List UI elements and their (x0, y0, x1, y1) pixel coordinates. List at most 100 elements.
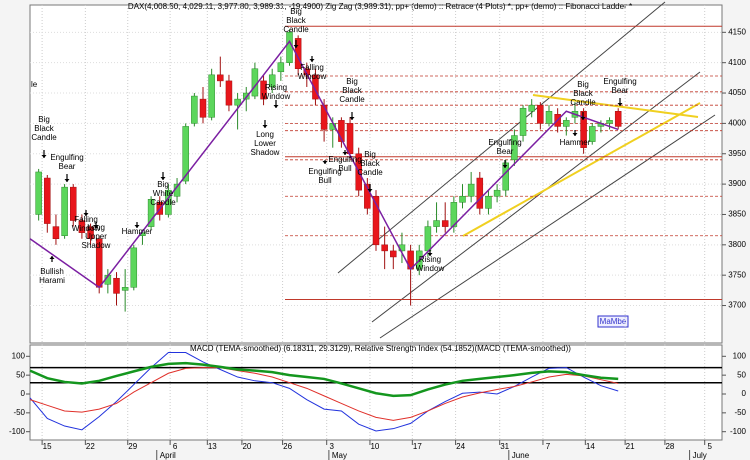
annotation-arrowhead (273, 105, 279, 108)
annotation-arrowhead (49, 256, 55, 259)
candle-body (217, 74, 224, 82)
candle-body (424, 226, 432, 252)
annotation-arrowhead (309, 59, 315, 62)
candle-body (35, 171, 42, 215)
candle-body (260, 80, 267, 100)
annotation: Hammer (560, 138, 591, 147)
x-tick-label: 22 (86, 442, 95, 451)
annotation: Engulfing (308, 167, 341, 176)
candle-body (87, 226, 94, 240)
annotation: Big (364, 150, 376, 159)
candle-body (147, 199, 155, 227)
y-tick-label: 3800 (728, 240, 746, 249)
candle-body (563, 120, 570, 127)
annotation: Bear (612, 86, 629, 95)
annotation: Black (573, 89, 594, 98)
candle-body (589, 126, 596, 142)
annotation: Rising (419, 255, 441, 264)
y-tick-label: 3700 (728, 301, 746, 310)
chart-title: DAX(4,008.50, 4,029.11, 3,977.80, 3,989.… (128, 2, 632, 11)
candle-body (346, 123, 354, 155)
annotation: Harami (39, 276, 65, 285)
annotation-arrowhead (617, 103, 623, 106)
x-tick-label: 26 (283, 442, 292, 451)
candle-body (225, 80, 233, 106)
x-tick-label: 6 (173, 442, 178, 451)
annotation: Window (262, 92, 291, 101)
candle-body (580, 111, 587, 148)
annotation-arrowhead (502, 165, 508, 168)
candle-body (614, 111, 622, 127)
candle-body (372, 196, 380, 246)
annotation: Engulfing (50, 153, 83, 162)
channel-line (337, 1, 666, 274)
candle-body (467, 183, 475, 197)
annotation: Window (298, 72, 327, 81)
triangle-lines (462, 94, 701, 237)
x-tick-label: 20 (242, 442, 251, 451)
price-panel (29, 4, 723, 344)
indicator-title: MACD (TEMA-smoothed) (6.18311, 29.3129),… (190, 344, 571, 353)
candle-body (476, 177, 484, 209)
candle-body (511, 135, 518, 161)
y-tick-label: -50 (734, 408, 746, 417)
y-tick-label: 0 (742, 389, 747, 398)
annotation: Window (416, 264, 445, 273)
x-tick-label: 17 (413, 442, 422, 451)
candle-body (130, 247, 138, 288)
y-tick-label: 100 (733, 351, 747, 360)
annotation: Black (286, 16, 307, 25)
x-tick-label: 5 (707, 442, 712, 451)
candle-body (268, 74, 276, 88)
month-label: July (693, 451, 707, 460)
channel-line (379, 114, 716, 339)
annotation-arrowhead (64, 179, 70, 182)
annotation: Candle (283, 25, 309, 34)
annotation: Big (38, 115, 50, 124)
annotation-arrowhead (572, 133, 578, 136)
channel-lines (337, 1, 716, 339)
annotation: Bear (497, 147, 514, 156)
annotation: Falling (74, 215, 98, 224)
annotation: Shadow (251, 148, 280, 157)
annotation: Window (72, 224, 101, 233)
y-tick-label: 3900 (728, 179, 746, 188)
annotation-arrowhead (342, 152, 348, 155)
candle-body (606, 120, 613, 124)
candle-body (320, 104, 328, 130)
y-tick-label: 100 (12, 351, 26, 360)
annotation: Bullish (40, 267, 64, 276)
annotation: Bull (338, 164, 352, 173)
candle-body (528, 104, 535, 112)
x-tick-label: 15 (43, 442, 52, 451)
annotation-arrowhead (134, 225, 140, 228)
candle-body (113, 277, 120, 294)
annotation: Hammer (122, 227, 153, 236)
annotation: Big (157, 180, 169, 189)
indicator-line (29, 361, 619, 398)
annotation-arrowhead (427, 253, 433, 256)
y-tick-label: -100 (730, 427, 747, 436)
indicator-line (29, 367, 619, 421)
candle-body (208, 74, 215, 118)
candle-body (364, 183, 371, 209)
candle-body (277, 62, 285, 73)
x-tick-label: 31 (500, 442, 509, 451)
candle-body (519, 107, 527, 136)
y-tick-label: 3750 (728, 270, 746, 279)
y-tick-label: 4150 (728, 27, 746, 36)
y-tick-label: 4100 (728, 58, 746, 67)
annotation: Bear (59, 162, 76, 171)
month-label: May (332, 451, 347, 460)
candle-body (450, 202, 458, 227)
candle-body (545, 111, 553, 124)
candle-body (433, 220, 440, 227)
y-tick-label: 4000 (728, 119, 746, 128)
annotation: Candle (357, 168, 383, 177)
annotation: Engulfing (603, 77, 636, 86)
annotation: Candle (339, 95, 365, 104)
candle-body (243, 92, 250, 100)
annotation-arrowhead (367, 189, 373, 192)
candle-body (234, 98, 241, 106)
